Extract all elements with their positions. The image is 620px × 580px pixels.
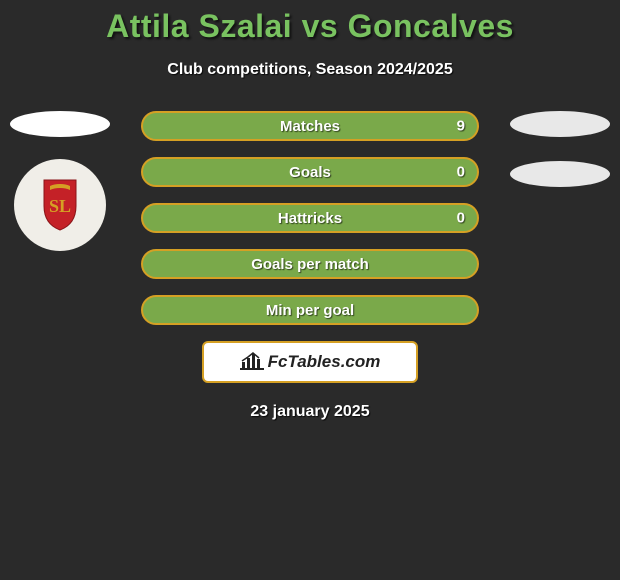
stat-label: Min per goal bbox=[266, 302, 354, 319]
page-title: Attila Szalai vs Goncalves bbox=[0, 0, 620, 45]
stat-row-goals: Goals 0 bbox=[141, 157, 479, 187]
comparison-area: SL Matches 9 Goals 0 Hattricks 0 Goals p… bbox=[0, 111, 620, 421]
brand-text: FcTables.com bbox=[268, 352, 381, 372]
stat-value-right: 0 bbox=[457, 210, 465, 227]
left-player-col: SL bbox=[10, 111, 110, 251]
svg-text:SL: SL bbox=[49, 196, 71, 216]
stat-row-matches: Matches 9 bbox=[141, 111, 479, 141]
stat-label: Goals bbox=[289, 164, 331, 181]
stat-value-right: 0 bbox=[457, 164, 465, 181]
stat-value-right: 9 bbox=[457, 118, 465, 135]
player-photo-placeholder bbox=[10, 111, 110, 137]
player-photo-placeholder bbox=[510, 111, 610, 137]
bar-chart-icon bbox=[240, 350, 264, 375]
stat-row-hattricks: Hattricks 0 bbox=[141, 203, 479, 233]
club-logo-left: SL bbox=[14, 159, 106, 251]
stat-label: Goals per match bbox=[251, 256, 369, 273]
club-logo-placeholder bbox=[510, 161, 610, 187]
snapshot-date: 23 january 2025 bbox=[0, 403, 620, 421]
brand-badge[interactable]: FcTables.com bbox=[202, 341, 418, 383]
shield-icon: SL bbox=[40, 178, 80, 232]
stat-row-min-per-goal: Min per goal bbox=[141, 295, 479, 325]
stat-row-goals-per-match: Goals per match bbox=[141, 249, 479, 279]
stat-label: Hattricks bbox=[278, 210, 342, 227]
right-player-col bbox=[510, 111, 610, 187]
stat-rows: Matches 9 Goals 0 Hattricks 0 Goals per … bbox=[141, 111, 479, 325]
subtitle: Club competitions, Season 2024/2025 bbox=[0, 61, 620, 79]
stat-label: Matches bbox=[280, 118, 340, 135]
